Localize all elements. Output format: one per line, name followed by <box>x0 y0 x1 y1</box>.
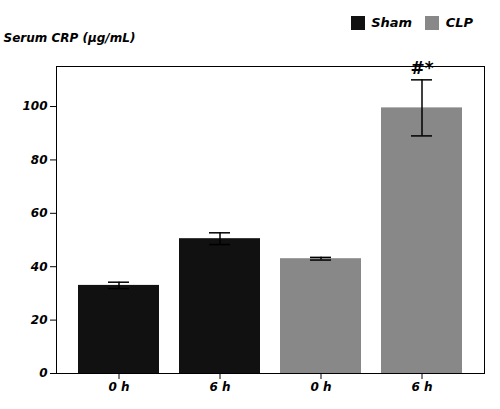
svg-text:6 h: 6 h <box>209 380 230 394</box>
svg-text:Serum CRP (μg/mL): Serum CRP (μg/mL) <box>4 31 136 45</box>
svg-text:80: 80 <box>31 153 48 167</box>
svg-text:60: 60 <box>31 206 48 220</box>
svg-text:40: 40 <box>30 260 48 274</box>
svg-text:100: 100 <box>22 99 47 113</box>
svg-text:6 h: 6 h <box>411 380 432 394</box>
svg-text:0 h: 0 h <box>108 380 129 394</box>
html-text:CLP: CLP <box>445 15 473 30</box>
html-text:Sham: Sham <box>371 15 413 30</box>
svg-text:0: 0 <box>39 366 47 380</box>
svg-text:0 h: 0 h <box>310 380 331 394</box>
svg-text:#*: #* <box>410 58 433 78</box>
svg-text:20: 20 <box>31 313 48 327</box>
